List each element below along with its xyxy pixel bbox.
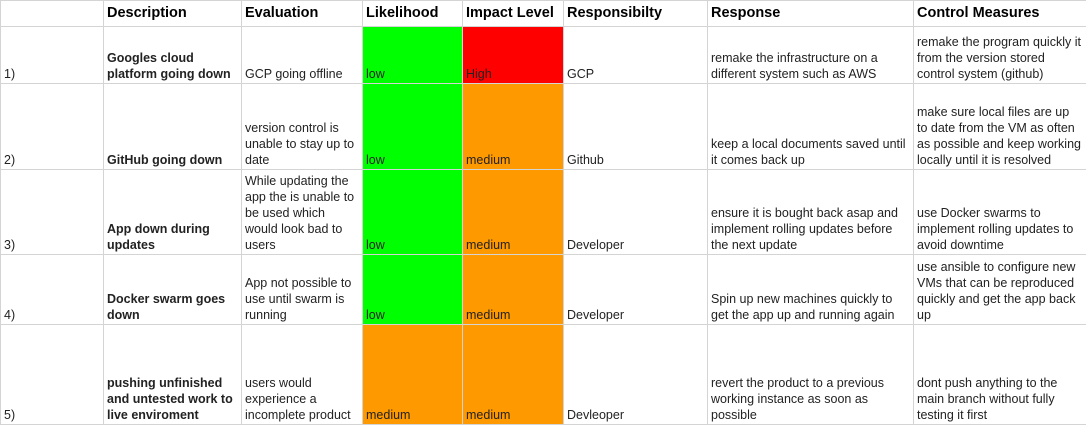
likelihood-cell[interactable]: low [363, 27, 463, 84]
responsibility-cell[interactable]: Developer [564, 170, 708, 255]
row-number-cell[interactable]: 1) [1, 27, 104, 84]
row-number-cell[interactable]: 5) [1, 325, 104, 425]
header-likelihood[interactable]: Likelihood [363, 1, 463, 27]
impact-level-cell[interactable]: High [463, 27, 564, 84]
header-responsibility[interactable]: Responsibilty [564, 1, 708, 27]
control-measures-cell[interactable]: make sure local files are up to date fro… [914, 84, 1086, 170]
table-row: 3) App down during updates While updatin… [1, 170, 1086, 255]
row-number-cell[interactable]: 2) [1, 84, 104, 170]
impact-level-cell[interactable]: medium [463, 255, 564, 325]
header-control-measures[interactable]: Control Measures [914, 1, 1086, 27]
responsibility-cell[interactable]: GCP [564, 27, 708, 84]
response-cell[interactable]: ensure it is bought back asap and implem… [708, 170, 914, 255]
response-cell[interactable]: Spin up new machines quickly to get the … [708, 255, 914, 325]
responsibility-cell[interactable]: Devleoper [564, 325, 708, 425]
control-measures-cell[interactable]: remake the program quickly it from the v… [914, 27, 1086, 84]
table-row: 5) pushing unfinished and untested work … [1, 325, 1086, 425]
likelihood-cell[interactable]: low [363, 170, 463, 255]
header-blank-cell[interactable] [1, 1, 104, 27]
control-measures-cell[interactable]: use ansible to configure new VMs that ca… [914, 255, 1086, 325]
likelihood-cell[interactable]: medium [363, 325, 463, 425]
control-measures-cell[interactable]: dont push anything to the main branch wi… [914, 325, 1086, 425]
responsibility-cell[interactable]: Developer [564, 255, 708, 325]
description-cell[interactable]: pushing unfinished and untested work to … [104, 325, 242, 425]
row-number-cell[interactable]: 3) [1, 170, 104, 255]
evaluation-cell[interactable]: GCP going offline [242, 27, 363, 84]
header-evaluation[interactable]: Evaluation [242, 1, 363, 27]
response-cell[interactable]: keep a local documents saved until it co… [708, 84, 914, 170]
header-row: Description Evaluation Likelihood Impact… [1, 1, 1086, 27]
header-impact-level[interactable]: Impact Level [463, 1, 564, 27]
description-cell[interactable]: GitHub going down [104, 84, 242, 170]
control-measures-cell[interactable]: use Docker swarms to implement rolling u… [914, 170, 1086, 255]
table-row: 1) Googles cloud platform going down GCP… [1, 27, 1086, 84]
evaluation-cell[interactable]: users would experience a incomplete prod… [242, 325, 363, 425]
header-response[interactable]: Response [708, 1, 914, 27]
evaluation-cell[interactable]: version control is unable to stay up to … [242, 84, 363, 170]
table-row: 4) Docker swarm goes down App not possib… [1, 255, 1086, 325]
response-cell[interactable]: remake the infrastructure on a different… [708, 27, 914, 84]
likelihood-cell[interactable]: low [363, 255, 463, 325]
impact-level-cell[interactable]: medium [463, 170, 564, 255]
response-cell[interactable]: revert the product to a previous working… [708, 325, 914, 425]
impact-level-cell[interactable]: medium [463, 84, 564, 170]
impact-level-cell[interactable]: medium [463, 325, 564, 425]
description-cell[interactable]: Googles cloud platform going down [104, 27, 242, 84]
row-number-cell[interactable]: 4) [1, 255, 104, 325]
header-description[interactable]: Description [104, 1, 242, 27]
description-cell[interactable]: App down during updates [104, 170, 242, 255]
likelihood-cell[interactable]: low [363, 84, 463, 170]
responsibility-cell[interactable]: Github [564, 84, 708, 170]
evaluation-cell[interactable]: App not possible to use until swarm is r… [242, 255, 363, 325]
evaluation-cell[interactable]: While updating the app the is unable to … [242, 170, 363, 255]
table-row: 2) GitHub going down version control is … [1, 84, 1086, 170]
description-cell[interactable]: Docker swarm goes down [104, 255, 242, 325]
